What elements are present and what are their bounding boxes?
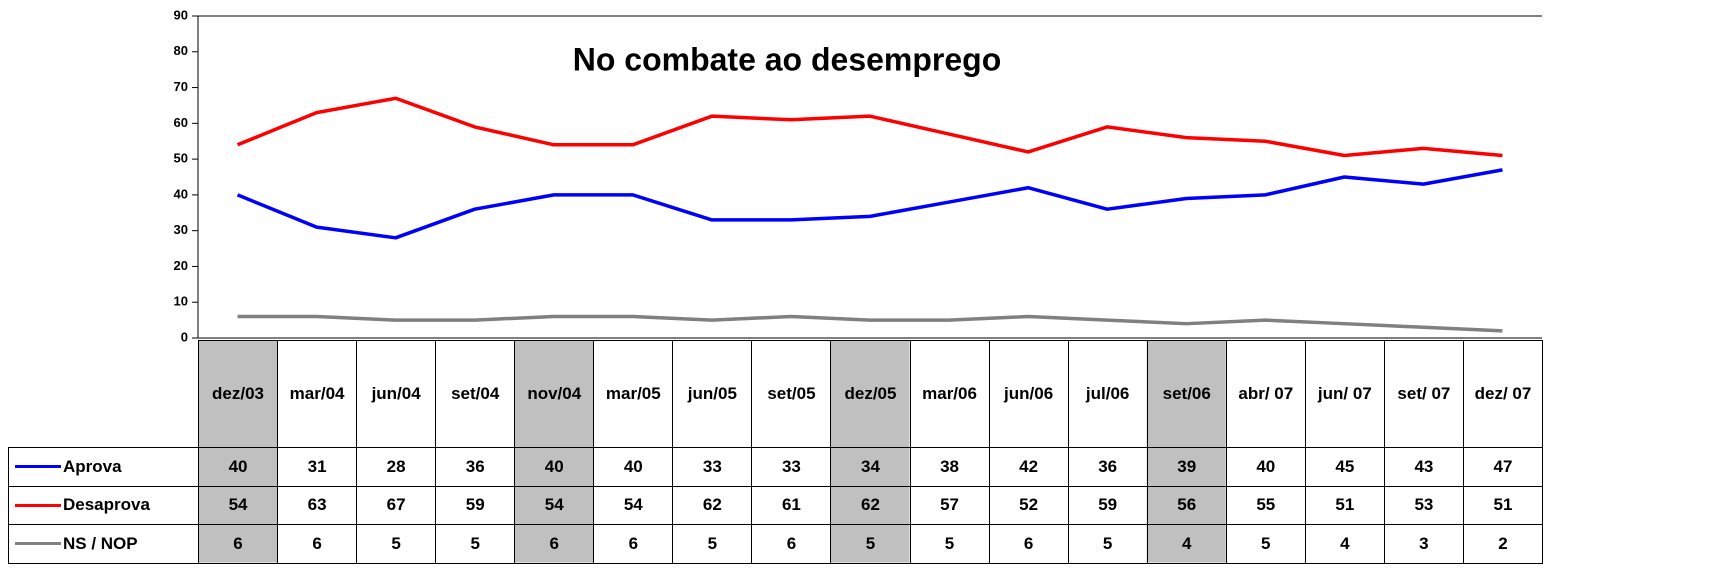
table-value: 47 bbox=[1462, 447, 1543, 487]
y-tick-label: 20 bbox=[174, 258, 188, 273]
y-tick-label: 60 bbox=[174, 115, 188, 130]
table-value: 39 bbox=[1146, 447, 1227, 487]
table-value: 62 bbox=[672, 485, 753, 525]
y-tick-label: 30 bbox=[174, 222, 188, 237]
table-value: 56 bbox=[1146, 485, 1227, 525]
table-value: 5 bbox=[1225, 524, 1306, 564]
table-value: 36 bbox=[435, 447, 516, 487]
table-value: 59 bbox=[1067, 485, 1148, 525]
legend-swatch bbox=[15, 542, 61, 546]
table-value: 38 bbox=[909, 447, 990, 487]
table-value: 55 bbox=[1225, 485, 1306, 525]
table-value: 52 bbox=[988, 485, 1069, 525]
highlight-column bbox=[830, 340, 910, 563]
y-tick-label: 70 bbox=[174, 79, 188, 94]
category-label: jun/04 bbox=[356, 340, 437, 448]
table-value: 6 bbox=[593, 524, 674, 564]
category-label: mar/05 bbox=[593, 340, 674, 448]
table-value: 67 bbox=[356, 485, 437, 525]
category-label: set/04 bbox=[435, 340, 516, 448]
y-tick-label: 80 bbox=[174, 43, 188, 58]
table-value: 33 bbox=[672, 447, 753, 487]
y-tick-label: 90 bbox=[174, 7, 188, 22]
highlight-column bbox=[514, 340, 594, 563]
highlight-column bbox=[198, 340, 278, 563]
category-label: abr/ 07 bbox=[1225, 340, 1306, 448]
category-label: nov/04 bbox=[514, 340, 595, 448]
legend-label: NS / NOP bbox=[63, 533, 138, 553]
table-value: 5 bbox=[1067, 524, 1148, 564]
table-value: 40 bbox=[593, 447, 674, 487]
category-label: dez/ 07 bbox=[1462, 340, 1543, 448]
category-label: set/06 bbox=[1146, 340, 1227, 448]
legend-entry: Desaprova bbox=[8, 485, 199, 525]
table-value: 62 bbox=[830, 485, 911, 525]
table-value: 54 bbox=[514, 485, 595, 525]
table-value: 4 bbox=[1304, 524, 1385, 564]
table-value: 6 bbox=[751, 524, 832, 564]
category-label: dez/03 bbox=[198, 340, 279, 448]
y-tick-label: 50 bbox=[174, 151, 188, 166]
table-value: 28 bbox=[356, 447, 437, 487]
table-value: 45 bbox=[1304, 447, 1385, 487]
table-value: 57 bbox=[909, 485, 990, 525]
category-label: jun/06 bbox=[988, 340, 1069, 448]
table-value: 63 bbox=[277, 485, 358, 525]
series-line bbox=[236, 96, 1503, 158]
table-value: 51 bbox=[1462, 485, 1543, 525]
table-value: 54 bbox=[198, 485, 279, 525]
table-value: 6 bbox=[277, 524, 358, 564]
legend-swatch bbox=[15, 503, 61, 507]
chart-title: No combate ao desemprego bbox=[573, 41, 1002, 77]
table-value: 34 bbox=[830, 447, 911, 487]
legend-label: Aprova bbox=[63, 456, 122, 476]
category-label: jun/05 bbox=[672, 340, 753, 448]
table-value: 5 bbox=[909, 524, 990, 564]
table-value: 5 bbox=[830, 524, 911, 564]
table-value: 6 bbox=[514, 524, 595, 564]
table-value: 5 bbox=[672, 524, 753, 564]
legend-entry: NS / NOP bbox=[8, 524, 199, 564]
category-label: set/ 07 bbox=[1383, 340, 1464, 448]
y-tick-label: 0 bbox=[181, 329, 188, 344]
legend-swatch bbox=[15, 465, 61, 469]
table-value: 6 bbox=[198, 524, 279, 564]
highlight-column bbox=[1146, 340, 1226, 563]
legend-label: Desaprova bbox=[63, 495, 150, 515]
table-value: 40 bbox=[1225, 447, 1306, 487]
table-value: 6 bbox=[988, 524, 1069, 564]
category-label: dez/05 bbox=[830, 340, 911, 448]
table-value: 53 bbox=[1383, 485, 1464, 525]
table-value: 59 bbox=[435, 485, 516, 525]
table-value: 40 bbox=[514, 447, 595, 487]
table-value: 4 bbox=[1146, 524, 1227, 564]
table-value: 54 bbox=[593, 485, 674, 525]
table-value: 31 bbox=[277, 447, 358, 487]
category-label: set/05 bbox=[751, 340, 832, 448]
series-line bbox=[237, 314, 1503, 333]
table-value: 40 bbox=[198, 447, 279, 487]
series-line bbox=[236, 168, 1503, 240]
table-value: 36 bbox=[1067, 447, 1148, 487]
table-value: 33 bbox=[751, 447, 832, 487]
table-value: 2 bbox=[1462, 524, 1543, 564]
category-label: mar/06 bbox=[909, 340, 990, 448]
y-tick-label: 10 bbox=[174, 294, 188, 309]
table-value: 43 bbox=[1383, 447, 1464, 487]
y-tick-label: 40 bbox=[174, 186, 188, 201]
table-value: 61 bbox=[751, 485, 832, 525]
category-label: mar/04 bbox=[277, 340, 358, 448]
legend-entry: Aprova bbox=[8, 447, 199, 487]
table-value: 3 bbox=[1383, 524, 1464, 564]
table-value: 42 bbox=[988, 447, 1069, 487]
table-value: 51 bbox=[1304, 485, 1385, 525]
category-label: jun/ 07 bbox=[1304, 340, 1385, 448]
category-label: jul/06 bbox=[1067, 340, 1148, 448]
table-value: 5 bbox=[435, 524, 516, 564]
table-value: 5 bbox=[356, 524, 437, 564]
